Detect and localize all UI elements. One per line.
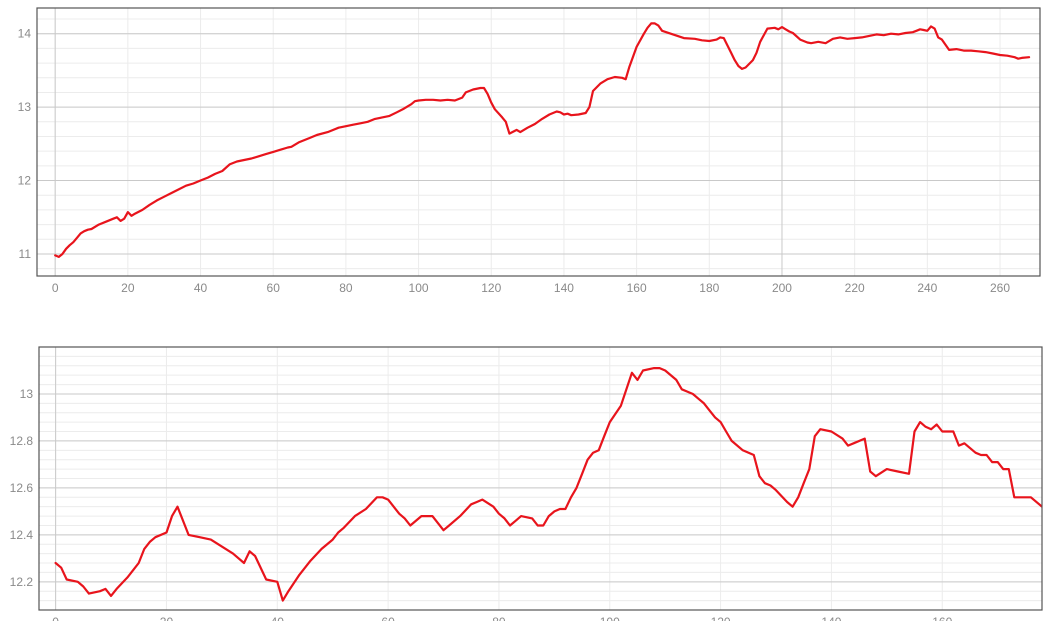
y-tick-label: 13 [18, 100, 32, 114]
x-tick-label: 0 [52, 281, 59, 295]
y-tick-label: 12.2 [10, 575, 34, 589]
x-tick-label: 200 [772, 281, 792, 295]
x-tick-label: 40 [194, 281, 208, 295]
x-tick-label: 0 [52, 615, 59, 621]
y-tick-label: 11 [19, 247, 32, 261]
x-tick-label: 60 [267, 281, 281, 295]
x-tick-label: 140 [554, 281, 574, 295]
y-tick-label: 12.6 [10, 481, 34, 495]
x-tick-label: 260 [990, 281, 1010, 295]
x-tick-label: 60 [381, 615, 395, 621]
x-tick-label: 100 [409, 281, 429, 295]
plot-frame [36, 7, 1041, 277]
x-tick-label: 100 [600, 615, 620, 621]
x-tick-label: 220 [845, 281, 865, 295]
series-line-1 [54, 22, 1031, 258]
y-tick-label: 13 [20, 387, 34, 401]
series-line-1 [54, 367, 1042, 602]
y-tick-label: 12.8 [10, 434, 34, 448]
x-tick-label: 180 [699, 281, 719, 295]
x-tick-label: 140 [821, 615, 841, 621]
x-tick-label: 160 [627, 281, 647, 295]
x-tick-label: 240 [917, 281, 937, 295]
x-tick-label: 80 [492, 615, 506, 621]
y-tick-label: 12 [18, 174, 32, 188]
y-tick-label: 14 [18, 27, 32, 41]
x-tick-label: 40 [271, 615, 285, 621]
plot-frame [38, 346, 1043, 611]
x-tick-label: 80 [339, 281, 353, 295]
chart-2: 12.2 12.4 12.6 12.8 13 0 20 40 60 80 100 120 140 160 [10, 346, 1043, 621]
x-tick-label: 160 [932, 615, 952, 621]
x-tick-label: 120 [711, 615, 731, 621]
x-tick-label: 20 [121, 281, 135, 295]
x-tick-label: 120 [481, 281, 501, 295]
x-tick-label: 20 [160, 615, 174, 621]
y-tick-label: 12.4 [10, 528, 34, 542]
